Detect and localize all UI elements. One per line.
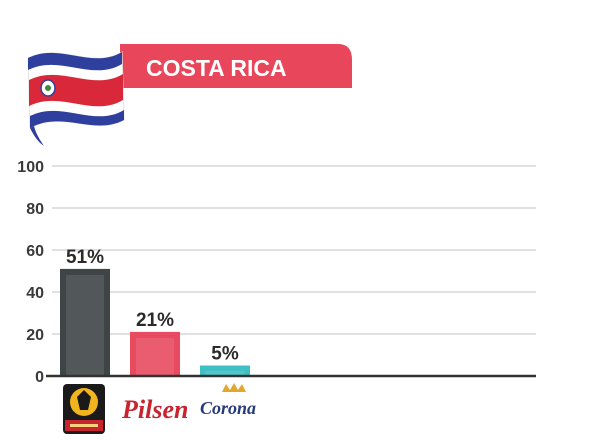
costa-rica-flag-icon [27,51,125,146]
svg-text:Pilsen: Pilsen [121,395,188,424]
chart-title: COSTA RICA [146,55,287,81]
bar [60,268,110,376]
y-tick-label: 80 [26,201,44,218]
imperial-logo-icon [63,384,105,434]
bar-bevel [66,274,104,376]
y-tick-label: 40 [26,285,44,302]
y-tick-label: 20 [26,327,44,344]
corona-logo-icon: Corona [200,383,256,418]
y-tick-label: 0 [35,369,44,386]
bar [130,331,180,376]
bar-bevel [136,337,174,376]
bar-value-label: 5% [211,344,239,365]
bars [60,268,250,376]
bar-rect [60,268,110,376]
y-tick-label: 60 [26,243,44,260]
data-labels: 51% 21% 5% [66,247,239,365]
bar-bevel [205,370,245,376]
pilsen-logo-icon: Pilsen [121,395,188,424]
bar-rect [130,331,180,376]
y-axis: 0 20 40 60 80 100 [17,159,44,386]
bar-value-label: 51% [66,247,104,268]
svg-text:Corona: Corona [200,398,256,418]
bar-value-label: 21% [136,310,174,331]
title-banner: COSTA RICA [120,44,352,88]
bar-rect [200,365,250,376]
banner-shape [120,44,352,88]
bar [200,365,250,376]
grid [52,165,536,335]
y-tick-label: 100 [17,159,44,176]
